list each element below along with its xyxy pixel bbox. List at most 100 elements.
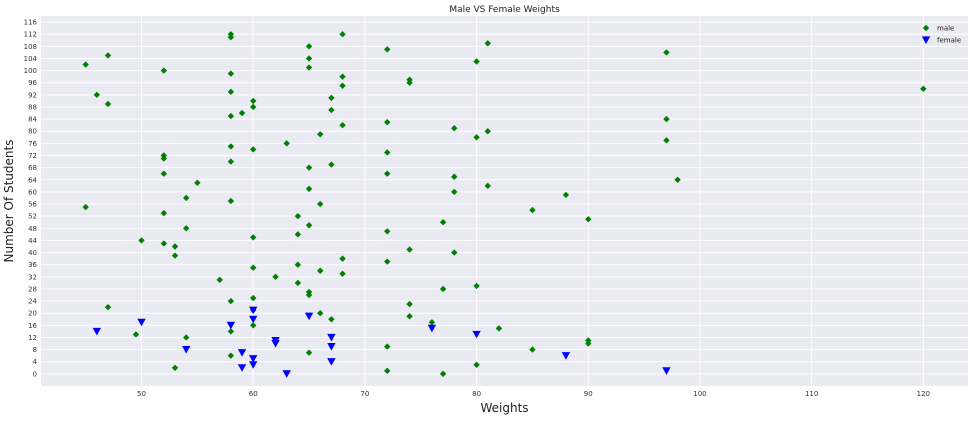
female-point (92, 327, 102, 336)
male-point (305, 222, 313, 229)
male-point (529, 206, 536, 214)
y-tick-label: 56 (28, 201, 37, 209)
male-point (384, 367, 391, 375)
female-point (249, 315, 258, 324)
male-point (160, 209, 168, 217)
male-point (663, 115, 670, 123)
female-point (327, 358, 336, 366)
legend-male-swatch (922, 24, 930, 32)
male-point (451, 249, 458, 256)
male-point (250, 97, 257, 105)
female-point (472, 330, 481, 339)
y-tick-label: 96 (28, 79, 37, 87)
female-point (327, 333, 336, 342)
y-tick-label: 20 (28, 310, 37, 318)
x-axis-ticks: 50 60 70 80 90 100 110 120 (137, 390, 930, 398)
male-point (339, 255, 346, 262)
legend-male-marker (922, 24, 930, 32)
male-point (473, 134, 480, 141)
male-point (250, 103, 257, 111)
male-point (406, 313, 413, 320)
male-point (484, 128, 491, 135)
male-point (194, 179, 201, 187)
y-tick-label: 28 (28, 285, 37, 293)
y-tick-label: 36 (28, 261, 37, 269)
legend-female-label: female (937, 37, 961, 45)
male-point (529, 346, 536, 353)
male-point (227, 88, 235, 96)
x-tick-label: 60 (249, 390, 258, 398)
male-point (317, 200, 324, 208)
male-point (384, 343, 391, 350)
male-point (227, 112, 235, 120)
male-point (227, 197, 235, 205)
chart-title: Male VS Female Weights (449, 5, 560, 15)
male-point (250, 322, 257, 329)
male-point (674, 176, 681, 183)
male-point (160, 240, 168, 247)
male-point (294, 231, 302, 238)
legend-female-swatch (921, 36, 931, 44)
y-tick-label: 4 (33, 358, 38, 366)
female-point (304, 312, 314, 321)
y-tick-label: 88 (28, 103, 37, 111)
male-point (920, 85, 927, 92)
y-tick-label: 8 (33, 346, 37, 354)
male-point (328, 106, 335, 114)
male-point (439, 219, 447, 226)
male-point (93, 91, 101, 99)
female-point (662, 367, 671, 375)
male-point (384, 170, 391, 177)
y-tick-label: 116 (24, 19, 38, 27)
x-axis-label: Weights (480, 401, 528, 415)
male-point (339, 73, 346, 80)
male-point (663, 49, 670, 56)
y-axis-label: Number Of Students (2, 140, 16, 263)
y-tick-label: 60 (28, 188, 37, 196)
male-point (305, 185, 313, 193)
male-point (132, 331, 140, 338)
male-point (227, 143, 235, 150)
y-tick-label: 40 (28, 249, 37, 257)
y-tick-label: 100 (24, 67, 37, 75)
male-point (305, 291, 313, 299)
male-point (451, 188, 458, 196)
male-point (294, 212, 302, 220)
y-tick-label: 44 (28, 237, 37, 245)
male-point (484, 40, 491, 47)
male-point (663, 137, 670, 144)
male-point (384, 228, 391, 235)
male-point (160, 170, 168, 177)
male-point (160, 67, 168, 74)
legend-male-label: male (937, 25, 954, 33)
y-tick-label: 52 (28, 213, 37, 221)
male-point (82, 61, 89, 68)
female-point (137, 318, 146, 327)
male-point (473, 58, 480, 65)
female-point (327, 343, 336, 351)
male-point (339, 121, 346, 129)
x-tick-label: 50 (137, 390, 146, 398)
female-point (561, 352, 571, 360)
male-point (171, 364, 179, 372)
male-point (227, 34, 235, 41)
male-point (328, 94, 335, 102)
male-point (406, 79, 413, 86)
y-tick-label: 12 (28, 334, 37, 342)
x-tick-label: 90 (584, 390, 593, 398)
male-point (439, 370, 447, 378)
male-point (238, 109, 246, 117)
y-tick-label: 72 (28, 152, 37, 160)
grid-lines (41, 16, 968, 386)
male-point (82, 203, 89, 211)
y-tick-label: 108 (24, 43, 37, 51)
male-point (250, 146, 257, 153)
male-point (339, 82, 346, 89)
male-point (138, 237, 145, 244)
male-point (384, 149, 391, 156)
male-point (439, 285, 447, 293)
male-point (384, 46, 391, 53)
x-tick-label: 100 (693, 390, 706, 398)
male-point (339, 30, 346, 38)
y-tick-label: 68 (28, 164, 37, 172)
